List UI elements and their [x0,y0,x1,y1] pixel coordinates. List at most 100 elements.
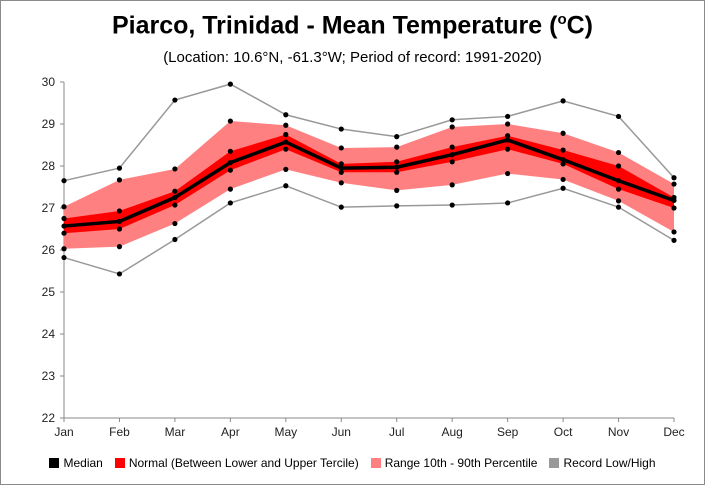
range-upper-point-may [283,122,289,128]
range-lower-point-aug [449,182,455,188]
normal-lower-point-feb [116,226,123,232]
legend-item-record: Record Low/High [549,456,656,470]
record-high-point-oct [560,98,566,104]
median-point-jan [61,223,67,229]
chart-subtitle: (Location: 10.6°N, -61.3°W; Period of re… [163,49,542,66]
legend-swatch-record [549,458,560,468]
record-low-point-nov [615,204,622,210]
legend-label-median: Median [63,456,103,470]
range-upper-point-dec [671,181,677,187]
record-low-point-may [283,183,289,189]
normal-tercile-band [64,134,674,234]
record-high-point-jan [61,178,67,184]
record-low-point-apr [227,200,233,206]
normal-upper-point-nov [615,163,622,169]
record-low-point-jun [338,204,344,210]
range-lower-point-nov [615,198,622,204]
normal-lower-point-jan [61,230,67,236]
record-high-point-sep [505,113,511,120]
median-point-may [283,139,289,145]
normal-lower-point-mar [172,202,178,208]
normal-upper-point-may [283,131,289,138]
normal-upper-point-mar [172,188,178,194]
normal-upper-point-apr [227,148,233,154]
range-percentile-band [64,121,674,249]
record-high-point-nov [615,113,622,120]
normal-lower-point-sep [505,146,511,152]
legend-item-median: Median [49,456,103,470]
x-tick-label-sep: Sep [497,425,519,439]
normal-upper-point-oct [560,147,566,153]
legend-item-range: Range 10th - 90th Percentile [370,456,538,470]
median-point-aug [449,152,455,158]
legend-swatch-range [370,458,381,468]
range-upper-point-feb [116,177,123,183]
y-tick-label-28: 28 [42,159,56,173]
y-tick-label-29: 29 [42,117,56,131]
range-upper-point-sep [505,121,511,127]
range-upper-point-aug [449,124,455,130]
x-tick-label-may: May [274,425,297,439]
x-tick-label-apr: Apr [221,425,240,439]
range-upper-point-nov [615,149,622,156]
y-tick-label-26: 26 [42,243,56,257]
median-point-mar [172,194,178,201]
record-low-point-oct [560,185,566,191]
record-low-point-aug [449,202,455,208]
record-high-point-dec [671,175,677,181]
x-tick-label-mar: Mar [165,425,186,439]
normal-upper-point-sep [505,133,511,139]
legend-label-normal: Normal (Between Lower and Upper Tercile) [128,456,359,470]
record-high-point-apr [227,81,233,87]
legend-swatch-median [49,458,60,468]
record-high-point-jul [394,134,400,140]
record-low-point-feb [116,271,123,277]
chart-legend: Median Normal (Between Lower and Upper T… [1,456,704,470]
legend-label-range: Range 10th - 90th Percentile [384,456,538,470]
median-point-nov [615,178,622,184]
x-tick-label-feb: Feb [109,425,130,439]
x-tick-label-nov: Nov [608,425,629,439]
range-upper-point-jun [338,145,344,151]
record-high-point-aug [449,117,455,123]
median-point-jul [394,164,400,170]
range-lower-point-apr [227,186,233,192]
range-upper-point-oct [560,130,566,136]
normal-upper-point-jul [394,159,400,165]
normal-upper-point-jun [338,161,344,167]
normal-lower-point-may [283,146,289,152]
normal-lower-point-nov [615,186,622,192]
x-tick-label-jun: Jun [332,425,351,439]
range-lower-point-mar [172,220,178,227]
y-tick-label-30: 30 [42,75,56,89]
y-tick-label-22: 22 [42,411,56,425]
record-low-point-dec [671,237,677,243]
range-lower-point-jun [338,180,344,186]
normal-lower-point-jul [394,169,400,175]
y-tick-label-27: 27 [42,201,56,215]
range-lower-point-feb [116,244,123,250]
record-high-point-may [283,112,289,118]
y-tick-label-25: 25 [42,285,56,299]
y-tick-label-24: 24 [42,327,56,341]
record-low-point-jul [394,203,400,209]
legend-item-normal: Normal (Between Lower and Upper Tercile) [114,456,359,470]
range-lower-point-dec [671,229,677,235]
chart-title: Piarco, Trinidad - Mean Temperature (oC) [111,11,594,40]
x-tick-label-dec: Dec [663,425,684,439]
record-high-line [63,83,675,182]
normal-upper-point-feb [116,208,123,214]
median-point-feb [116,218,123,225]
range-lower-point-oct [560,176,566,183]
range-lower-point-sep [505,170,511,177]
record-low-point-mar [172,236,178,243]
normal-lower-point-aug [449,159,455,165]
normal-lower-point-dec [671,205,677,211]
x-tick-label-oct: Oct [554,425,573,439]
normal-lower-point-jun [338,169,344,175]
x-tick-label-aug: Aug [442,425,463,439]
range-upper-point-mar [172,166,178,172]
record-high-point-mar [172,97,178,103]
legend-swatch-normal [114,458,125,468]
